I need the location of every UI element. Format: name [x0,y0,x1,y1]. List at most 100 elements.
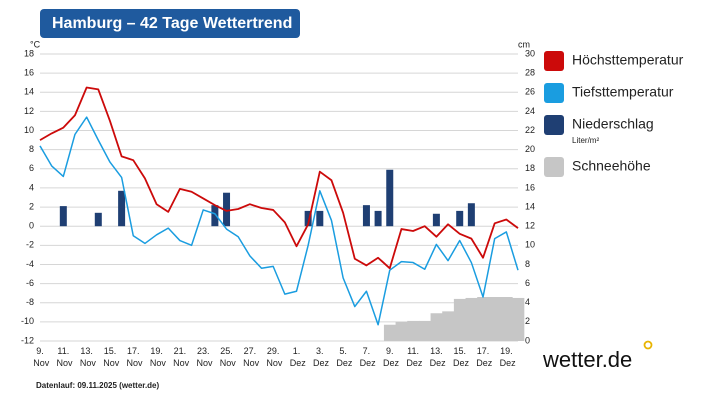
x-tick-label-part: Dez [357,358,376,368]
y-tick-label: 0 [29,221,34,231]
y-tick-label: 8 [29,144,34,154]
x-tick-label-part: Nov [194,358,213,368]
x-tick-label-part: Nov [124,358,143,368]
x-tick-label-part: Dez [311,358,330,368]
x-tick-label: 11. Nov [54,346,73,368]
snow-bar [465,297,478,341]
y-tick-label: -6 [26,278,34,288]
legend-label: Niederschlag [572,116,654,132]
y-axis-unit: °C [30,39,41,49]
legend-swatch [544,51,564,71]
x-tick-label-part: Nov [31,358,50,368]
x-tick-label-part: Dez [427,358,446,368]
x-tick-label-part: 23. [197,346,210,356]
x-tick-label: 27. Nov [241,346,260,368]
x-tick-label-part: 13. [430,346,443,356]
x-tick-label-part: Dez [404,358,423,368]
x-tick-label-part: 3. [316,346,324,356]
x-tick-label: 13. Nov [77,346,96,368]
snow-bar [430,313,443,341]
y2-tick-label: 10 [525,240,535,250]
x-tick-label: 17. Nov [124,346,143,368]
legend-label: Schneehöhe [572,158,651,174]
x-tick-label-part: 1. [293,346,301,356]
y-tick-label: 10 [24,125,34,135]
x-tick-label-part: 17. [127,346,140,356]
x-tick-label: 15. Dez [450,346,469,368]
x-tick-label-part: 19. [500,346,513,356]
x-tick-label-part: Dez [287,358,306,368]
snow-bar [512,297,525,341]
snow-bar [477,296,490,341]
x-tick-label-part: Nov [101,358,120,368]
x-tick-label-part: Dez [380,358,399,368]
legend-label: Tiefsttemperatur [572,84,674,100]
snow-bar [500,296,513,341]
y-tick-label: 16 [24,68,34,78]
x-tick-label-part: Nov [147,358,166,368]
x-tick-label-part: Nov [77,358,96,368]
x-tick-label: 23. Nov [194,346,213,368]
y2-tick-label: 16 [525,182,535,192]
x-tick-label-part: 13. [80,346,93,356]
temp-line [39,86,519,270]
y-tick-label: -8 [26,297,34,307]
precip-bar [304,210,312,227]
y-tick-label: 4 [29,182,34,192]
snow-bar [418,320,432,341]
precip-bar [223,192,231,227]
x-tick-label: 13. Dez [427,346,446,368]
precip-bar [118,190,126,227]
precip-bar [467,203,475,227]
x-tick-label-part: 19. [150,346,163,356]
x-tick-label-part: Nov [264,358,283,368]
x-tick-label: 5. Dez [334,346,353,368]
precip-bar [94,212,102,227]
y-tick-label: 6 [29,163,34,173]
y2-tick-label: 18 [525,163,535,173]
logo-dot [643,340,653,350]
y-tick-label: -4 [26,259,34,269]
precip-bar [386,169,394,227]
legend-unit: Liter/m² [572,136,599,145]
x-tick-label: 7. Dez [357,346,376,368]
snow-bar [407,320,420,341]
x-tick-label-part: 11. [57,346,69,356]
x-tick-label: 11. Dez [404,346,423,368]
title-box [40,9,300,38]
x-tick-label: 17. Dez [474,346,493,368]
snow-bar [383,324,397,341]
snow-bar [488,296,502,341]
x-tick-label-part: Nov [217,358,236,368]
y-tick-label: -12 [21,335,34,345]
x-tick-label: 25. Nov [217,346,236,368]
snow-bar [395,321,408,341]
x-tick-label-part: 21. [174,346,187,356]
x-tick-label-part: Dez [334,358,353,368]
y2-tick-label: 6 [525,278,530,288]
logo: wetter.de [542,347,632,372]
x-tick-label-part: 5. [339,346,347,356]
x-tick-label-part: 9. [386,346,394,356]
x-tick-label-part: 15. [453,346,466,356]
y-tick-label: 2 [29,201,34,211]
x-tick-label: 9. Dez [380,346,399,368]
x-tick-label: 21. Nov [171,346,190,368]
x-tick-label-part: 29. [267,346,280,356]
x-tick-label-part: Nov [241,358,260,368]
precip-bar [456,210,464,227]
legend-swatch [544,83,564,103]
x-tick-label: 29. Nov [264,346,283,368]
y2-tick-label: 4 [525,297,530,307]
temp-line [39,116,519,326]
y2-tick-label: 12 [525,221,535,231]
x-tick-label: 19. Dez [497,346,516,368]
x-tick-label-part: 25. [220,346,233,356]
x-tick-label-part: Dez [450,358,469,368]
y2-axis-unit: cm [518,39,530,49]
y-tick-label: -2 [26,240,34,250]
x-tick-label-part: 7. [363,346,371,356]
y-tick-label: 14 [24,87,34,97]
y-tick-label: 12 [24,106,34,116]
y2-tick-label: 20 [525,144,535,154]
